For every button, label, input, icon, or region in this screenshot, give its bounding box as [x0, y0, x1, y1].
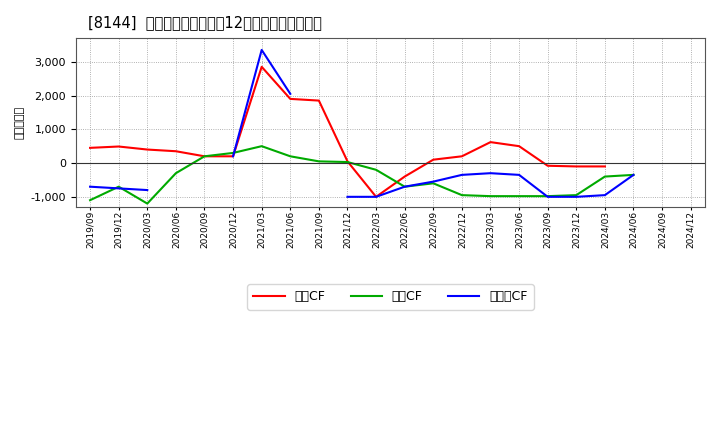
- 投資CF: [257, 143, 266, 149]
- 営業CF: [315, 98, 323, 103]
- Line: 営業CF: 営業CF: [90, 67, 605, 197]
- 投資CF: [315, 159, 323, 164]
- 営業CF: [343, 159, 352, 164]
- 投資CF: [429, 181, 438, 186]
- 営業CF: [171, 149, 180, 154]
- 営業CF: [229, 154, 238, 159]
- 投資CF: [114, 184, 123, 189]
- 投資CF: [200, 154, 209, 159]
- 営業CF: [257, 64, 266, 70]
- Legend: 営業CF, 投資CF, フリーCF: 営業CF, 投資CF, フリーCF: [247, 284, 534, 310]
- Text: [8144]  キャッシュフローの12か月移動合計の推移: [8144] キャッシュフローの12か月移動合計の推移: [89, 15, 323, 30]
- 投資CF: [572, 192, 580, 198]
- 営業CF: [286, 96, 294, 102]
- 投資CF: [372, 167, 380, 172]
- 投資CF: [629, 172, 638, 177]
- 投資CF: [86, 198, 94, 203]
- 営業CF: [114, 144, 123, 149]
- 投資CF: [286, 154, 294, 159]
- 営業CF: [200, 154, 209, 159]
- 営業CF: [544, 163, 552, 169]
- Y-axis label: （百万円）: （百万円）: [15, 106, 25, 139]
- 営業CF: [400, 174, 409, 179]
- 営業CF: [86, 145, 94, 150]
- Line: フリーCF: フリーCF: [90, 187, 148, 190]
- 投資CF: [229, 150, 238, 156]
- 投資CF: [486, 194, 495, 199]
- 投資CF: [544, 194, 552, 199]
- 営業CF: [515, 143, 523, 149]
- 営業CF: [600, 164, 609, 169]
- フリーCF: [114, 186, 123, 191]
- 投資CF: [600, 174, 609, 179]
- 営業CF: [572, 164, 580, 169]
- フリーCF: [143, 187, 152, 193]
- 営業CF: [143, 147, 152, 152]
- 投資CF: [143, 201, 152, 206]
- 投資CF: [400, 184, 409, 189]
- 投資CF: [458, 192, 467, 198]
- フリーCF: [86, 184, 94, 189]
- 営業CF: [458, 154, 467, 159]
- 営業CF: [486, 139, 495, 145]
- 営業CF: [372, 194, 380, 199]
- Line: 投資CF: 投資CF: [90, 146, 634, 204]
- 投資CF: [171, 171, 180, 176]
- 営業CF: [429, 157, 438, 162]
- 投資CF: [343, 159, 352, 165]
- 投資CF: [515, 194, 523, 199]
